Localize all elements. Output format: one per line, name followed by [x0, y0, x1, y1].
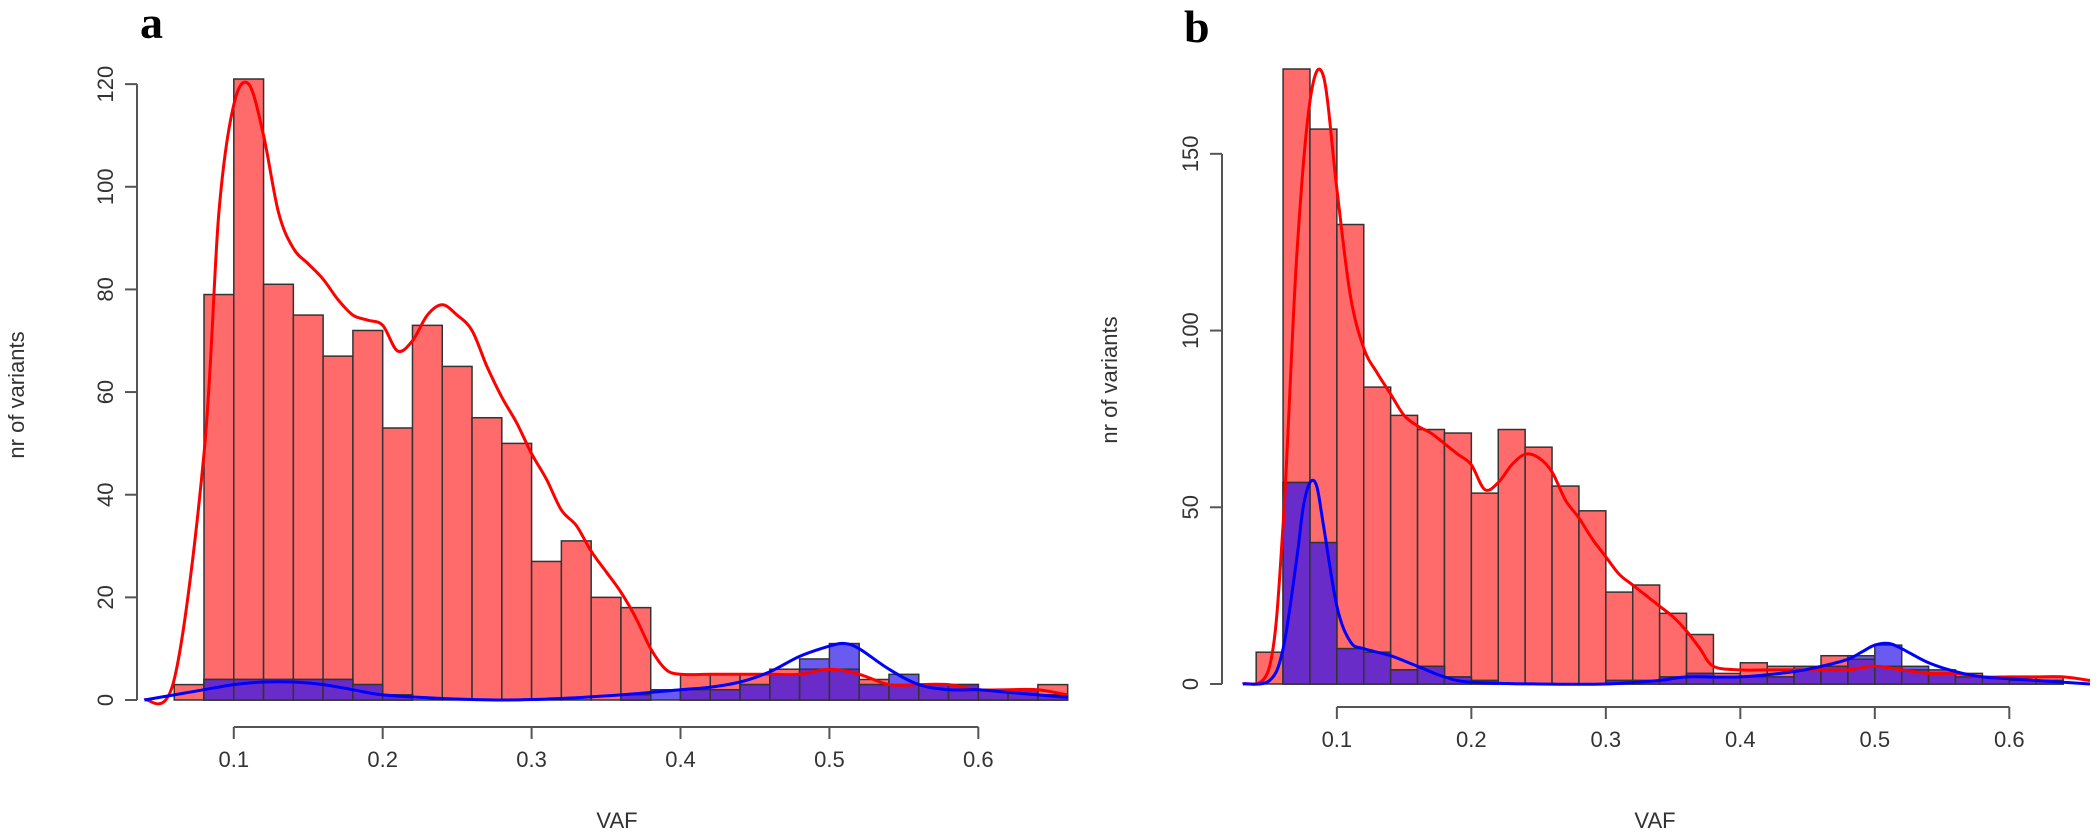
- panel-a-bar-red: [381, 427, 414, 701]
- panel-b-bar-red: [1363, 386, 1392, 685]
- panel-a-density-red: [143, 80, 1068, 706]
- panel-b-bar-overlap: [1389, 669, 1419, 685]
- panel-a-bar-red: [262, 283, 295, 701]
- panel-b-x-tick-label: 0.4: [1725, 727, 1756, 752]
- panel-a-label: a: [140, 0, 163, 48]
- panel-a-y-tick-label: 80: [93, 277, 118, 301]
- panel-b-y-tick-label: 0: [1178, 678, 1203, 690]
- panel-b-bar-red: [1470, 492, 1500, 685]
- panel-a: a VAF nr of variants 0 20 40 60 80 100 120 0.1 0…: [4, 0, 1069, 833]
- panel-a-y-tick-label: 0: [93, 694, 118, 706]
- panel-a-x-tick-label: 0.2: [367, 747, 398, 772]
- panel-b-x-tick-label: 0.5: [1860, 727, 1891, 752]
- panel-a-bar-red: [233, 78, 265, 701]
- panel-b-x-tick-label: 0.3: [1591, 727, 1622, 752]
- panel-a-bar-overlap: [739, 683, 771, 701]
- panel-a-bar-red: [530, 560, 563, 701]
- panel-b-x-tick-label: 0.2: [1456, 727, 1487, 752]
- panel-a-y-tick-label: 40: [93, 482, 118, 506]
- panel-b-bar-overlap: [1336, 647, 1365, 685]
- panel-a-x-axis-title: VAF: [596, 808, 637, 833]
- panel-a-bar-overlap: [709, 688, 741, 701]
- panel-a-bar-red: [322, 355, 354, 701]
- panel-b-bar-red: [1497, 428, 1526, 685]
- panel-a-bar-red: [203, 293, 235, 701]
- panel-b-bar-red: [1658, 612, 1688, 685]
- panel-a-y-tick-label: 100: [93, 168, 118, 205]
- panel-b-bar-overlap: [1416, 665, 1446, 685]
- panel-a-bar-red: [441, 365, 473, 701]
- panel-b-density-red: [1241, 67, 2091, 686]
- panel-a-bar-red: [590, 596, 622, 701]
- panel-a-y-tick-label: 60: [93, 380, 118, 404]
- panel-b-bar-overlap: [1766, 676, 1795, 685]
- panel-a-y-tick-label: 20: [93, 585, 118, 609]
- panel-a-bar-overlap: [679, 688, 712, 701]
- panel-a-x-tick-label: 0.4: [665, 747, 696, 772]
- panel-a-bar-overlap: [769, 673, 801, 701]
- panel-a-x-tick-label: 0.6: [963, 747, 994, 772]
- panel-a-x-tick-label: 0.1: [218, 747, 249, 772]
- panel-a-bar-red: [411, 324, 444, 701]
- panel-b-y-axis-title: nr of variants: [1097, 316, 1122, 443]
- panel-a-x-tick-label: 0.5: [814, 747, 845, 772]
- panel-b-x-tick-label: 0.6: [1994, 727, 2025, 752]
- panel-a-bar-red: [471, 416, 503, 701]
- panel-b-y-tick-label: 50: [1178, 495, 1203, 519]
- panel-b-bar-red: [1551, 485, 1580, 685]
- panel-b-bar-overlap: [1685, 672, 1715, 685]
- panel-b-density-blue: [1242, 478, 2091, 686]
- panel-a-bar-red: [352, 329, 384, 701]
- panel-b-bar-overlap: [1309, 541, 1338, 685]
- panel-a-bar-red: [501, 442, 533, 701]
- panel-b-bar-overlap: [1847, 658, 1876, 685]
- panel-b-x-axis-title: VAF: [1634, 808, 1675, 833]
- panel-b-bar-red: [1605, 591, 1634, 685]
- panel-a-bar-overlap: [858, 683, 890, 701]
- panel-b-bar-red: [1416, 428, 1446, 685]
- panel-b-bar-red: [1389, 414, 1419, 685]
- panel-a-y-tick-label: 120: [93, 66, 118, 103]
- panel-a-bar-red: [620, 606, 652, 701]
- panel-b-x-tick-label: 0.1: [1322, 727, 1353, 752]
- panel-a-x-tick-label: 0.3: [516, 747, 547, 772]
- panel-b-y-tick-label: 150: [1178, 135, 1203, 172]
- panel-b-bar-red: [1443, 432, 1473, 685]
- panel-a-bar-overlap: [888, 683, 920, 701]
- panel-b-bar-red: [1631, 584, 1661, 685]
- panel-b-label: b: [1184, 1, 1210, 52]
- panel-b-bar-red: [1524, 446, 1553, 685]
- panel-b-bar-overlap: [1363, 651, 1392, 685]
- panel-a-density-blue: [144, 641, 1068, 702]
- panel-b: b VAF nr of variants 0 50 100 150 0.1 0.2 0.3 0…: [1097, 1, 2091, 833]
- panel-a-bar-red: [560, 540, 592, 701]
- panel-a-bar-red: [292, 314, 324, 701]
- panel-a-y-axis-title: nr of variants: [4, 331, 29, 458]
- panel-b-bar-overlap: [1282, 481, 1311, 685]
- panel-b-y-tick-label: 100: [1178, 312, 1203, 349]
